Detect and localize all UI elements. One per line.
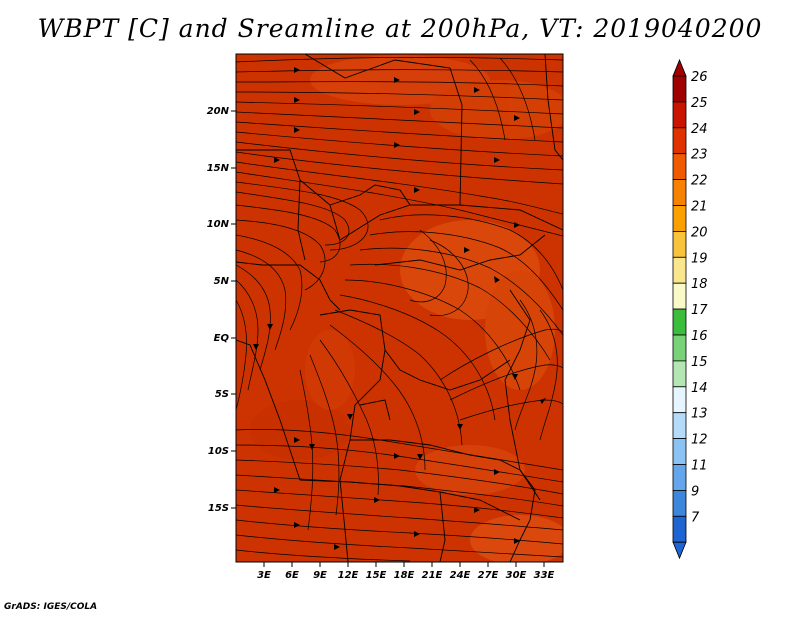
colorbar-label: 13 [691,407,708,422]
lat-label-eq: EQ [214,333,230,344]
colorbar-swatch [672,464,687,491]
latitude-axis [231,110,236,509]
colorbar-swatch [672,205,687,232]
lon-label-12e: 12E [338,570,359,581]
lat-label-10n: 10N [207,219,230,230]
lat-label-20n: 20N [207,106,230,117]
lon-label-15e: 15E [366,570,387,581]
colorbar-label: 20 [691,225,708,240]
colorbar-label: 16 [691,329,708,344]
lat-label-15s: 15S [208,503,229,514]
colorbar-swatch [672,179,687,206]
colorbar-swatch [672,282,687,310]
colorbar-swatch [672,489,687,517]
colorbar-label: 21 [691,200,708,215]
lon-label-9e: 9E [313,570,327,581]
colorbar-swatch [672,515,687,543]
colorbar: 26 25 24 23 22 21 20 19 18 17 16 15 14 13 12 11 9 7 [672,58,708,560]
lat-label-5n: 5N [214,276,230,287]
colorbar-swatch [672,412,687,440]
colorbar-label: 24 [691,122,708,137]
colorbar-label: 23 [691,148,708,163]
colorbar-label: 19 [691,251,708,266]
lon-label-18e: 18E [394,570,415,581]
lon-label-24e: 24E [450,570,471,581]
map-title: WBPT [C] and Sreamline at 200hPa, VT: 20… [37,14,763,43]
streamlines [236,57,563,562]
lon-label-33e: 33E [534,570,555,581]
colorbar-min-arrow [672,541,687,560]
lon-label-6e: 6E [285,570,299,581]
longitude-axis [263,562,545,567]
colorbar-swatch [672,256,687,284]
colorbar-label: 11 [691,459,708,474]
lon-label-27e: 27E [478,570,499,581]
latitude-labels: 20N 15N 10N 5N EQ 5S 10S 15S [207,106,230,514]
colorbar-swatch [672,127,687,155]
colorbar-label: 26 [691,70,708,85]
colorbar-label: 15 [691,355,708,370]
grads-credit: GrADS: IGES/COLA [4,602,98,612]
lon-label-3e: 3E [257,570,271,581]
colorbar-swatch [672,360,687,388]
colorbar-label: 17 [691,303,708,318]
colorbar-swatch [672,308,687,336]
colorbar-swatch [672,75,687,103]
colorbar-label: 18 [691,277,708,292]
colorbar-label: 22 [691,174,708,189]
lat-label-5s: 5S [215,389,229,400]
colorbar-label: 7 [691,510,700,525]
lat-label-15n: 15N [207,163,230,174]
colorbar-swatch [672,153,687,180]
colorbar-swatch [672,230,687,258]
colorbar-swatch [672,386,687,414]
lat-label-10s: 10S [208,446,229,457]
longitude-labels: 3E 6E 9E 12E 15E 18E 21E 24E 27E 30E 33E [257,570,554,581]
colorbar-label: 25 [691,96,708,111]
colorbar-label: 14 [691,381,708,396]
lon-label-21e: 21E [422,570,443,581]
streamline-arrows [253,67,546,550]
lon-label-30e: 30E [506,570,527,581]
colorbar-max-arrow [672,58,687,77]
colorbar-swatch [672,438,687,465]
colorbar-swatch [672,101,687,129]
map-frame [235,53,564,563]
colorbar-swatch [672,334,687,362]
colorbar-label: 9 [691,484,699,499]
colorbar-label: 12 [691,433,708,448]
